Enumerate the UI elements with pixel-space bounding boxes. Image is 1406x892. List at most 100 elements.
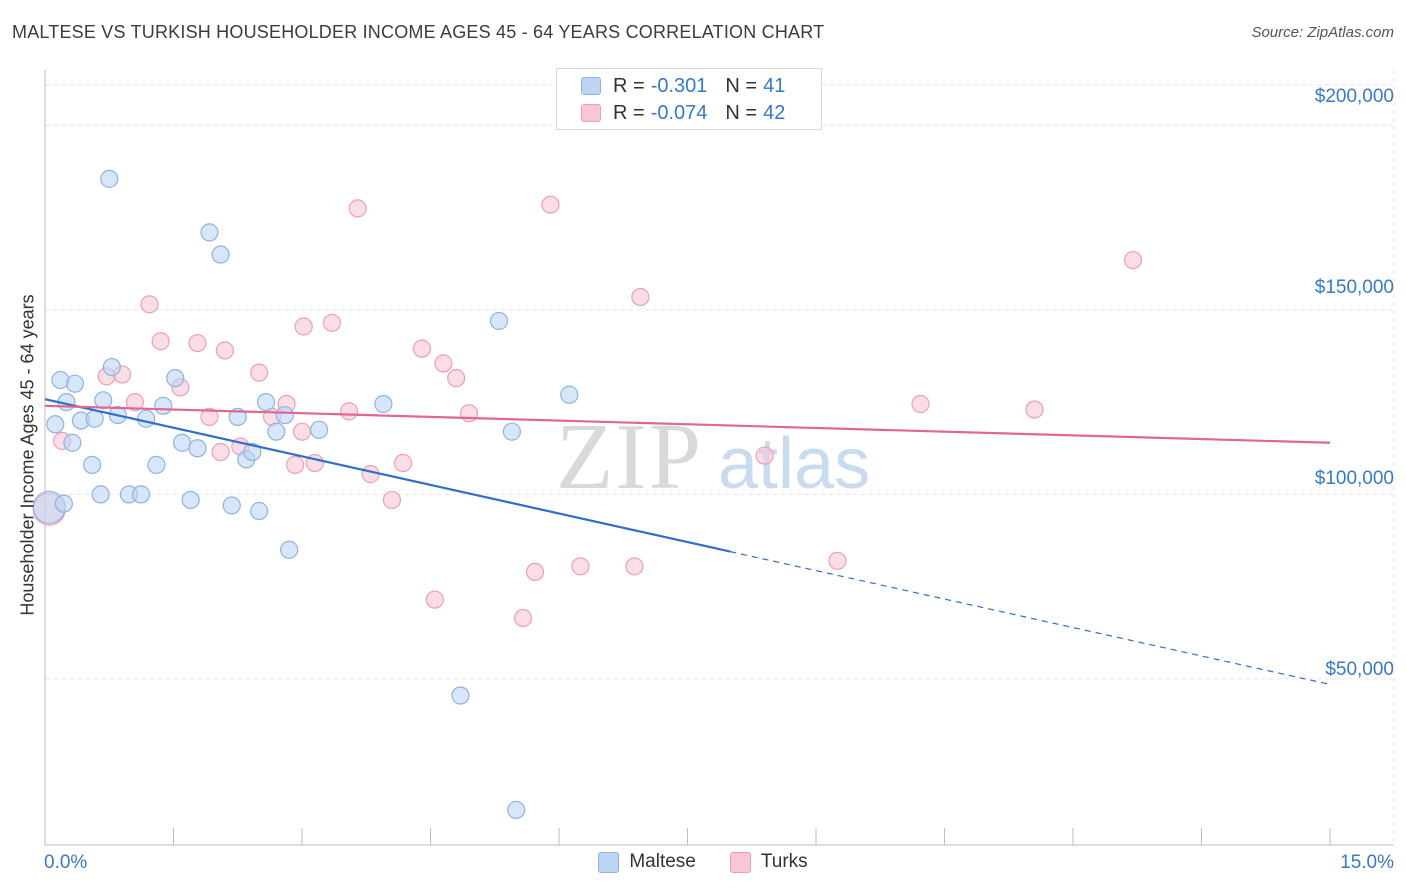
maltese-trend-extension bbox=[730, 551, 1331, 686]
y-tick-label: $200,000 bbox=[1314, 86, 1394, 107]
turks-point bbox=[200, 407, 219, 427]
maltese-point bbox=[256, 393, 276, 412]
turks-point bbox=[211, 442, 230, 462]
turks-point bbox=[340, 402, 359, 421]
maltese-point bbox=[63, 433, 82, 452]
turks-point bbox=[631, 287, 650, 307]
turks-point bbox=[513, 608, 533, 628]
turks-point bbox=[250, 363, 269, 382]
maltese-point bbox=[310, 420, 329, 439]
stats-legend: R = -0.301 N = 41 R = -0.074 N = 42 bbox=[556, 68, 822, 130]
y-tick-label: $100,000 bbox=[1314, 468, 1394, 489]
axes bbox=[44, 70, 1394, 846]
maltese-point bbox=[172, 433, 192, 452]
source-label: Source: ZipAtlas.com bbox=[1251, 24, 1394, 41]
turks-point bbox=[125, 393, 145, 412]
turks-point bbox=[828, 551, 847, 570]
maltese-point bbox=[100, 169, 119, 188]
maltese-point bbox=[85, 409, 104, 428]
maltese-point bbox=[91, 485, 110, 504]
trend-lines bbox=[44, 398, 1331, 686]
legend-label-turks: Turks bbox=[760, 851, 808, 872]
turks-point bbox=[286, 455, 305, 474]
maltese-point bbox=[166, 369, 185, 388]
watermark: ZIP atlas bbox=[556, 405, 870, 509]
turks-point bbox=[571, 557, 590, 576]
y-tick-label: $50,000 bbox=[1325, 659, 1394, 680]
turks-point bbox=[292, 422, 312, 441]
turks-point bbox=[294, 317, 313, 336]
maltese-swatch bbox=[581, 77, 601, 95]
maltese-points bbox=[32, 169, 579, 820]
turks-swatch bbox=[581, 104, 601, 122]
turks-r-label: R = bbox=[613, 101, 645, 124]
turks-point bbox=[911, 394, 930, 414]
turks-trend-line bbox=[44, 404, 1331, 444]
maltese-point bbox=[280, 540, 299, 559]
turks-point bbox=[434, 354, 453, 373]
turks-n-label: N = bbox=[725, 101, 758, 124]
maltese-trend-line bbox=[44, 398, 731, 553]
turks-point bbox=[140, 295, 159, 314]
maltese-point bbox=[181, 490, 200, 510]
maltese-point bbox=[83, 455, 102, 474]
stats-legend-row-maltese: R = -0.301 N = 41 bbox=[581, 73, 803, 99]
maltese-r-value: -0.301 bbox=[650, 74, 708, 97]
maltese-point bbox=[54, 494, 73, 513]
turks-point bbox=[755, 446, 774, 465]
turks-legend-swatch bbox=[729, 851, 751, 873]
x-tick-label: 0.0% bbox=[44, 852, 88, 873]
maltese-point bbox=[147, 455, 166, 474]
legend-item-maltese[interactable]: Maltese bbox=[598, 851, 696, 873]
watermark-atlas: atlas bbox=[718, 424, 870, 504]
maltese-point bbox=[46, 415, 65, 434]
turks-point bbox=[215, 341, 234, 360]
maltese-point bbox=[222, 496, 241, 515]
maltese-point bbox=[275, 405, 294, 425]
turks-point bbox=[361, 465, 380, 484]
maltese-point bbox=[228, 407, 247, 427]
turks-r-value: -0.074 bbox=[650, 101, 708, 124]
maltese-n-value: 41 bbox=[763, 74, 786, 97]
x-tick-label: 15.0% bbox=[1340, 852, 1394, 873]
maltese-point bbox=[250, 501, 269, 521]
turks-point bbox=[525, 562, 545, 582]
turks-point bbox=[322, 313, 342, 332]
maltese-r-label: R = bbox=[613, 74, 645, 97]
legend-label-maltese: Maltese bbox=[629, 851, 696, 872]
maltese-point bbox=[267, 422, 286, 441]
turks-n-value: 42 bbox=[763, 101, 786, 124]
legend-item-turks[interactable]: Turks bbox=[729, 851, 808, 873]
maltese-point bbox=[65, 374, 85, 393]
maltese-point bbox=[374, 394, 393, 414]
maltese-point bbox=[489, 311, 509, 331]
turks-point bbox=[348, 199, 367, 218]
stats-legend-row-turks: R = -0.074 N = 42 bbox=[581, 100, 803, 126]
chart-title: MALTESE VS TURKISH HOUSEHOLDER INCOME AG… bbox=[12, 22, 825, 42]
turks-point bbox=[541, 195, 560, 214]
maltese-point bbox=[502, 422, 521, 441]
maltese-point bbox=[200, 223, 219, 242]
maltese-point bbox=[507, 800, 526, 820]
turks-point bbox=[1025, 400, 1044, 419]
maltese-legend-swatch bbox=[598, 851, 620, 873]
turks-point bbox=[1123, 250, 1143, 270]
maltese-point bbox=[243, 442, 262, 462]
turks-point bbox=[393, 453, 413, 473]
series-legend: Maltese Turks bbox=[0, 851, 1406, 873]
maltese-point bbox=[188, 439, 207, 458]
maltese-n-label: N = bbox=[725, 74, 758, 97]
turks-point bbox=[625, 557, 644, 576]
maltese-point bbox=[131, 485, 151, 504]
turks-point bbox=[151, 332, 170, 351]
maltese-point bbox=[94, 391, 113, 410]
turks-point bbox=[447, 369, 466, 388]
maltese-point bbox=[560, 385, 579, 404]
maltese-point bbox=[102, 357, 121, 377]
turks-point bbox=[382, 490, 402, 510]
maltese-point bbox=[211, 245, 230, 264]
y-tick-label: $150,000 bbox=[1314, 277, 1394, 298]
turks-point bbox=[425, 590, 444, 609]
maltese-point bbox=[136, 409, 156, 428]
